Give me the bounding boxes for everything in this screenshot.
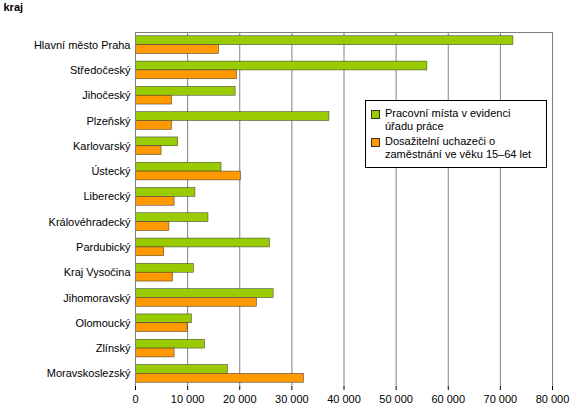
svg-text:Plzeňský: Plzeňský <box>86 115 131 127</box>
html-text:Pracovní místa v evidenci úřad: Pracovní místa v evidenci úřadu práce <box>385 107 511 132</box>
svg-text:Jihočeský: Jihočeský <box>82 89 131 101</box>
svg-text:0: 0 <box>132 393 138 405</box>
svg-text:60 000: 60 000 <box>431 393 465 405</box>
svg-text:10 000: 10 000 <box>171 393 205 405</box>
svg-text:50 000: 50 000 <box>379 393 413 405</box>
svg-text:80 000: 80 000 <box>536 393 570 405</box>
svg-text:30 000: 30 000 <box>275 393 309 405</box>
svg-text:Jihomoravský: Jihomoravský <box>63 292 131 304</box>
svg-text:Královéhradecký: Královéhradecký <box>49 216 131 228</box>
svg-text:Liberecký: Liberecký <box>83 190 131 202</box>
svg-text:Zlínský: Zlínský <box>96 342 131 354</box>
svg-text:Středočeský: Středočeský <box>70 64 131 76</box>
svg-text:20 000: 20 000 <box>223 393 257 405</box>
svg-text:Ústecký: Ústecký <box>91 165 131 177</box>
svg-text:Olomoucký: Olomoucký <box>75 317 131 329</box>
svg-text:Kraj Vysočina: Kraj Vysočina <box>64 266 132 278</box>
html-text:Dosažitelní uchazeči o zaměstn: Dosažitelní uchazeči o zaměstnání ve věk… <box>385 135 532 160</box>
svg-text:Pardubický: Pardubický <box>76 241 131 253</box>
svg-text:Hlavní město Praha: Hlavní město Praha <box>34 39 131 51</box>
svg-text:40 000: 40 000 <box>327 393 361 405</box>
svg-text:Karlovarský: Karlovarský <box>73 140 131 152</box>
svg-text:70 000: 70 000 <box>484 393 518 405</box>
svg-text:kraj: kraj <box>4 1 24 13</box>
svg-text:Moravskoslezský: Moravskoslezský <box>47 367 131 379</box>
